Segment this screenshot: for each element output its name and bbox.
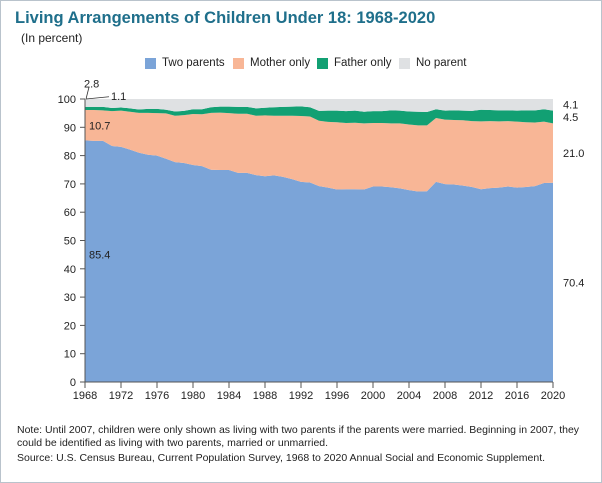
x-tick-label-2012: 2012 <box>469 390 493 402</box>
legend-swatch-no-parent <box>399 57 410 69</box>
x-tick-label-1980: 1980 <box>181 390 205 402</box>
x-tick-label-1968: 1968 <box>73 390 97 402</box>
legend-label-no-parent: No parent <box>416 57 467 69</box>
x-tick-label-1992: 1992 <box>289 390 313 402</box>
area-mother-only <box>85 110 553 192</box>
data-label-end-father-only: 4.5 <box>563 112 578 124</box>
legend-item-no-parent: No parent <box>399 57 467 69</box>
x-tick-label-2004: 2004 <box>397 390 421 402</box>
chart-legend: Two parents Mother only Father only No p… <box>1 57 601 73</box>
chart-note: Note: Until 2007, children were only sho… <box>17 424 580 449</box>
x-tick-label-1976: 1976 <box>145 390 169 402</box>
data-label-start-two-parents: 85.4 <box>89 250 110 262</box>
legend-label-mother-only: Mother only <box>250 57 311 69</box>
x-tick-label-2008: 2008 <box>433 390 457 402</box>
y-tick-label-40: 40 <box>64 264 76 276</box>
legend-label-two-parents: Two parents <box>162 57 225 69</box>
legend-item-two-parents: Two parents <box>145 57 225 69</box>
x-tick-label-1988: 1988 <box>253 390 277 402</box>
legend-swatch-mother-only <box>233 57 244 69</box>
data-label-end-no-parent: 4.1 <box>563 100 578 112</box>
chart-notes: Note: Until 2007, children were only sho… <box>17 424 587 465</box>
y-tick-label-90: 90 <box>64 122 76 134</box>
data-label-start-no-parent: 2.8 <box>84 79 99 91</box>
data-label-start-father-only: 1.1 <box>111 91 126 103</box>
y-tick-label-0: 0 <box>70 377 76 389</box>
area-no-parent <box>85 99 553 113</box>
chart-source: Source: U.S. Census Bureau, Current Popu… <box>17 452 546 464</box>
area-two-parents <box>85 140 553 382</box>
area-chart: 0 10 20 30 40 50 60 70 80 90 100 1968 1972 1976 1980 19… <box>58 79 585 402</box>
area-father-only <box>85 106 553 126</box>
x-tick-label-1972: 1972 <box>109 390 133 402</box>
legend-item-father-only: Father only <box>317 57 392 69</box>
data-label-start-mother-only: 10.7 <box>89 120 110 132</box>
x-tick-label-2020: 2020 <box>541 390 565 402</box>
y-tick-label-30: 30 <box>64 292 76 304</box>
y-tick-label-60: 60 <box>64 207 76 219</box>
y-tick-label-10: 10 <box>64 349 76 361</box>
y-tick-label-80: 80 <box>64 151 76 163</box>
data-label-end-mother-only: 21.0 <box>563 148 584 160</box>
x-tick-label-2016: 2016 <box>505 390 529 402</box>
legend-label-father-only: Father only <box>334 57 392 69</box>
y-tick-label-20: 20 <box>64 320 76 332</box>
y-tick-label-50: 50 <box>64 236 76 248</box>
chart-title: Living Arrangements of Children Under 18… <box>15 9 436 27</box>
y-tick-label-70: 70 <box>64 179 76 191</box>
x-tick-label-1984: 1984 <box>217 390 241 402</box>
x-tick-label-1996: 1996 <box>325 390 349 402</box>
legend-swatch-father-only <box>317 57 328 69</box>
legend-swatch-two-parents <box>145 57 156 69</box>
y-tick-label-100: 100 <box>58 94 76 106</box>
legend-item-mother-only: Mother only <box>233 57 310 69</box>
leader-line-no-parent <box>85 87 90 100</box>
leader-line-father-only <box>85 96 110 100</box>
x-tick-label-2000: 2000 <box>361 390 385 402</box>
data-label-end-two-parents: 70.4 <box>563 277 584 289</box>
chart-subtitle: (In percent) <box>21 31 83 45</box>
